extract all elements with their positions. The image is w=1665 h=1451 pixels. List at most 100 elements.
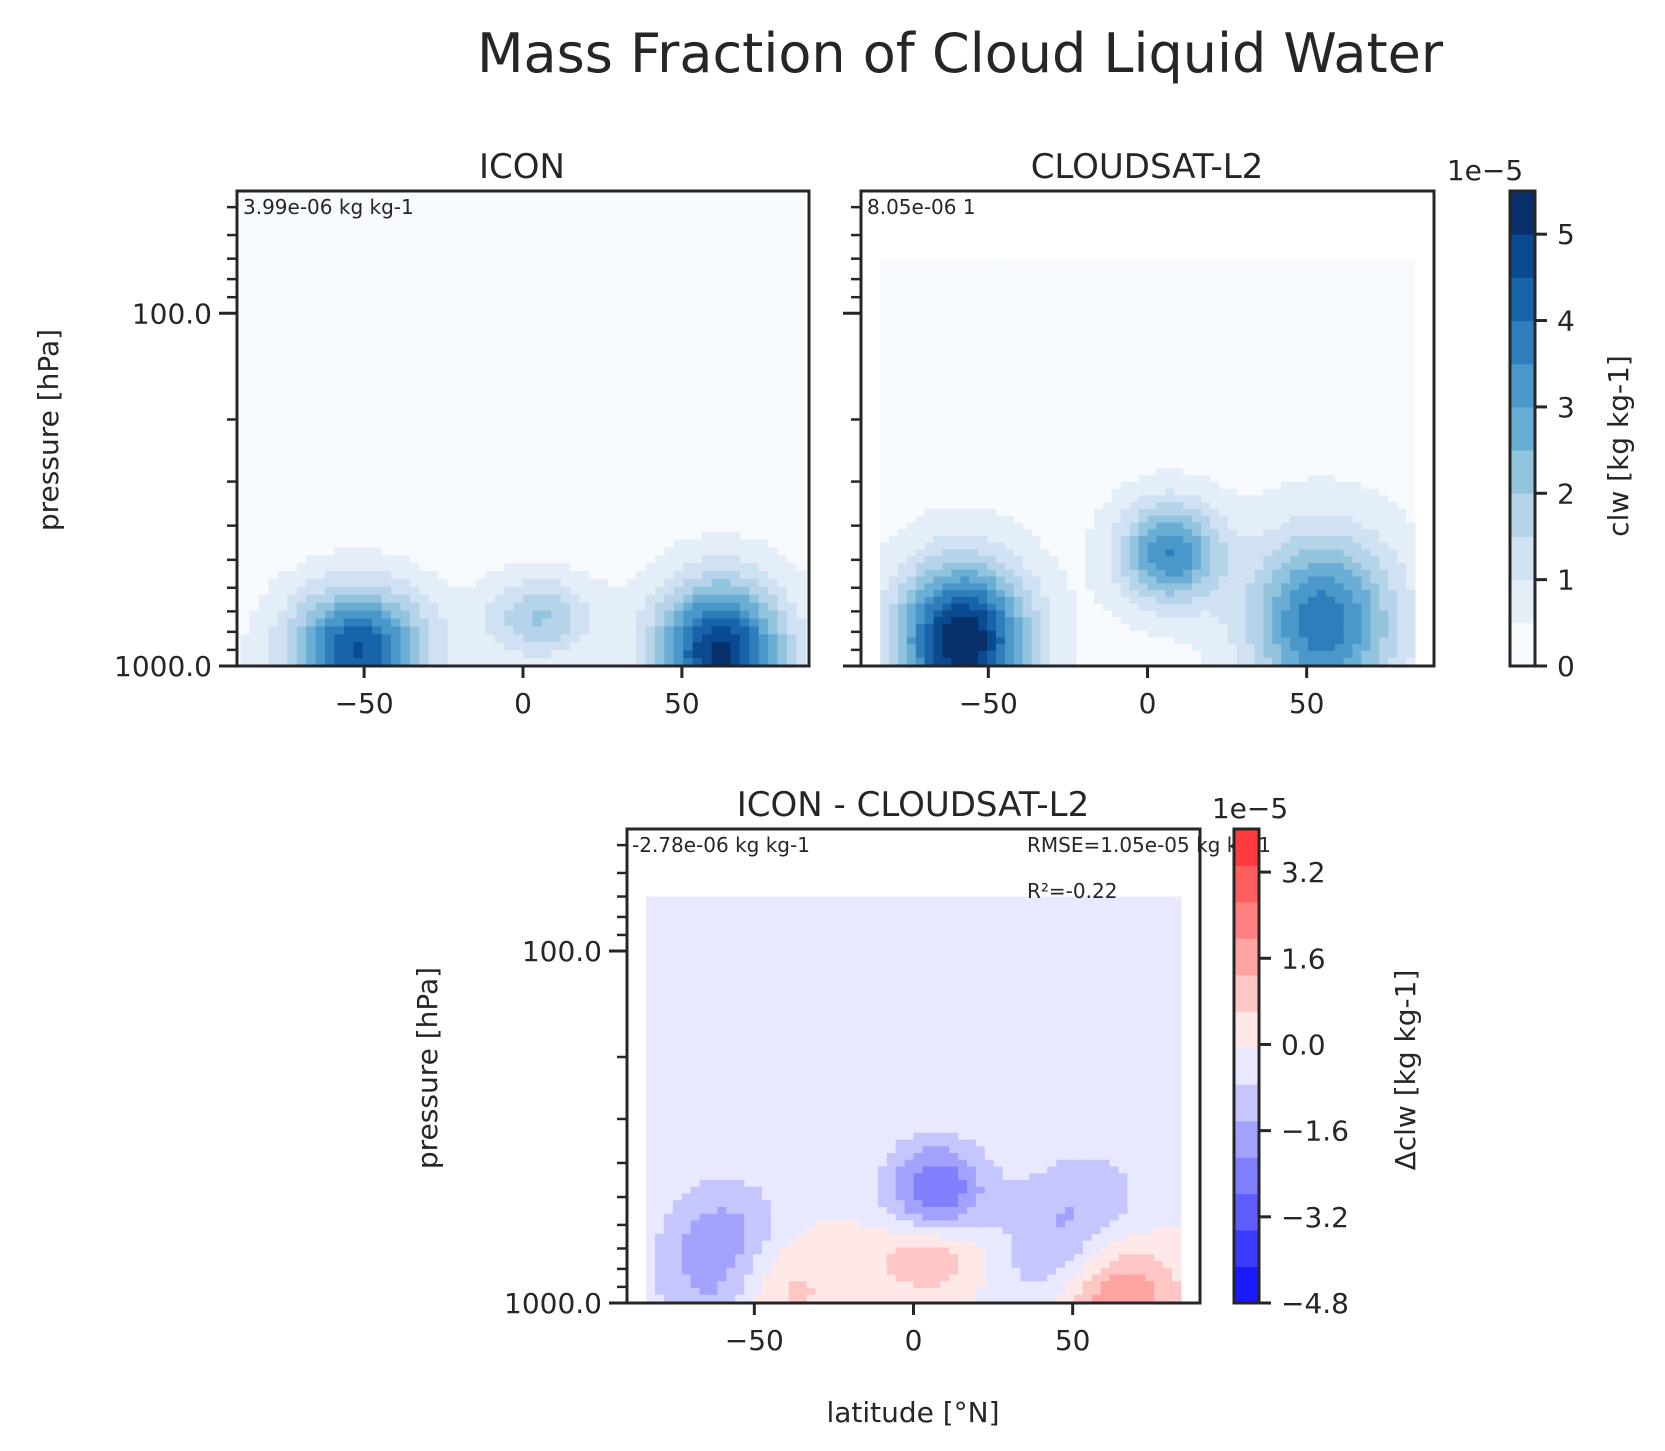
heatmap-cell <box>353 531 364 540</box>
heatmap-cell <box>287 642 298 651</box>
heatmap-cell <box>560 333 571 343</box>
heatmap-cell <box>277 436 288 445</box>
heatmap-cell <box>626 650 637 659</box>
heatmap-cell <box>777 206 788 216</box>
heatmap-cell <box>969 285 979 294</box>
heatmap-cell <box>466 254 477 263</box>
heatmap-cell <box>664 642 675 651</box>
heatmap-cell <box>915 258 926 267</box>
heatmap-cell <box>277 404 288 414</box>
heatmap-cell <box>372 460 383 469</box>
heatmap-cell <box>880 346 890 354</box>
heatmap-cell <box>409 373 420 382</box>
heatmap-cell <box>475 436 486 445</box>
heatmap-cell <box>1022 623 1033 632</box>
heatmap-cell <box>1058 414 1068 422</box>
heatmap-cell <box>915 481 926 490</box>
heatmap-cell <box>880 630 890 639</box>
heatmap-cell <box>438 246 449 255</box>
heatmap-cell <box>720 444 732 453</box>
heatmap-cell <box>739 333 750 343</box>
heatmap-cell <box>654 381 666 390</box>
heatmap-cell <box>933 495 944 503</box>
heatmap-cell <box>1004 346 1015 354</box>
heatmap-cell <box>749 642 760 651</box>
heatmap-cell <box>513 618 524 628</box>
heatmap-cell <box>702 586 713 596</box>
heatmap-cell <box>306 539 317 548</box>
heatmap-cell <box>636 436 647 445</box>
heatmap-cell <box>315 404 326 414</box>
heatmap-cell <box>626 531 637 540</box>
heatmap-cell <box>897 535 908 544</box>
heatmap-cell <box>381 523 392 533</box>
heatmap-cell <box>720 222 732 232</box>
heatmap-cell <box>636 293 647 303</box>
heatmap-cell <box>1022 306 1033 314</box>
heatmap-cell <box>692 246 703 255</box>
heatmap-cell <box>532 404 543 414</box>
heatmap-cell <box>325 262 336 271</box>
heatmap-cell <box>249 412 260 422</box>
heatmap-cell <box>541 206 552 216</box>
heatmap-cell <box>306 594 317 604</box>
heatmap-cell <box>457 222 468 232</box>
heatmap-cell <box>786 349 797 358</box>
heatmap-cell <box>1076 529 1086 537</box>
heatmap-cell <box>749 436 760 445</box>
heatmap-cell <box>523 198 534 208</box>
heatmap-cell <box>287 293 298 303</box>
heatmap-cell <box>325 531 336 540</box>
heatmap-cell <box>796 444 807 453</box>
heatmap-cell <box>325 206 336 216</box>
heatmap-cell <box>541 412 552 422</box>
heatmap-cell <box>1040 265 1051 273</box>
heatmap-cell <box>1067 285 1077 294</box>
heatmap-cell <box>268 222 279 232</box>
heatmap-cell <box>598 578 609 588</box>
heatmap-cell <box>409 278 420 287</box>
heatmap-cell <box>1022 468 1033 476</box>
heatmap-cell <box>362 602 373 612</box>
heatmap-cell <box>711 262 722 271</box>
heatmap-cell <box>532 555 543 564</box>
heatmap-cell <box>570 198 581 208</box>
heatmap-cell <box>702 483 713 493</box>
heatmap-cell <box>428 238 439 248</box>
heatmap-cell <box>391 214 402 224</box>
heatmap-cell <box>654 222 666 232</box>
heatmap-cell <box>400 626 411 635</box>
heatmap-cell <box>551 396 562 406</box>
heatmap-cell <box>457 626 468 635</box>
heatmap-cell <box>588 658 600 667</box>
heatmap-cell <box>702 650 713 659</box>
heatmap-cell <box>889 414 899 422</box>
heatmap-cell <box>391 278 402 287</box>
heatmap-cell <box>889 549 899 557</box>
heatmap-cell <box>915 576 926 584</box>
heatmap-cell <box>466 436 477 445</box>
heatmap-cell <box>951 650 961 659</box>
heatmap-cell <box>249 270 260 279</box>
heatmap-cell <box>362 642 373 651</box>
heatmap-cell <box>626 610 637 620</box>
heatmap-cell <box>381 325 392 335</box>
heatmap-cell <box>523 191 534 200</box>
heatmap-cell <box>400 634 411 643</box>
heatmap-cell <box>1067 400 1077 409</box>
heatmap-cell <box>259 468 270 477</box>
heatmap-cell <box>758 468 769 477</box>
heatmap-cell <box>1013 360 1024 368</box>
heatmap-cell <box>654 499 666 509</box>
heatmap-cell <box>353 618 364 628</box>
heatmap-cell <box>466 444 477 453</box>
heatmap-cell <box>749 412 760 422</box>
heatmap-cell <box>579 547 590 556</box>
heatmap-cell <box>504 262 515 271</box>
heatmap-cell <box>466 634 477 643</box>
heatmap-cell <box>730 420 741 430</box>
heatmap-cell <box>1022 272 1033 280</box>
heatmap-cell <box>541 555 552 564</box>
heatmap-cell <box>739 365 750 374</box>
heatmap-cell <box>969 650 979 659</box>
